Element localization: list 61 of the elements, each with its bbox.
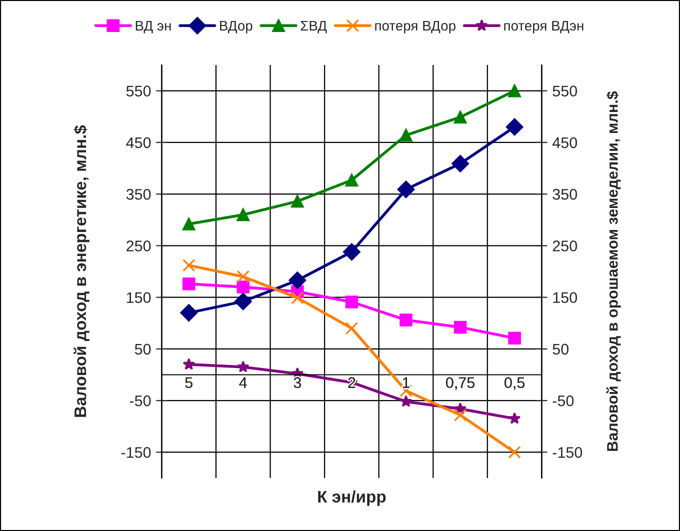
point [237, 360, 250, 372]
y-axis-title: Валовой доход в энергетике, млн.$ [74, 125, 90, 417]
y2-tick-label: 450 [552, 137, 578, 148]
point [508, 332, 521, 344]
y2-tick-label: 150 [553, 292, 578, 303]
y-tick-label: 450 [126, 137, 151, 148]
y-tick-label: 550 [126, 86, 151, 96]
point [182, 218, 196, 230]
point [508, 412, 521, 424]
point [182, 258, 196, 272]
point [182, 358, 195, 370]
point [345, 174, 358, 187]
y-tick-label: 50 [134, 344, 151, 355]
point [452, 154, 469, 172]
y2-tick-label: -50 [552, 395, 574, 406]
point [508, 84, 521, 98]
y2-tick-label: 550 [552, 86, 578, 96]
point [400, 395, 412, 407]
x-tick-label: 4 [239, 377, 247, 388]
point [236, 208, 250, 222]
point [506, 118, 524, 136]
point [454, 110, 467, 124]
point [400, 314, 412, 326]
x-tick-label: 0,75 [446, 377, 474, 390]
point [234, 292, 252, 310]
point [288, 272, 306, 289]
point [508, 446, 521, 459]
y-tick-label: -50 [130, 395, 151, 406]
point [291, 194, 304, 208]
point [180, 304, 198, 322]
legend-label: потеря ВДэн [504, 20, 584, 34]
point [400, 128, 412, 142]
point [291, 291, 304, 304]
legend-label: ВД эн [136, 20, 171, 34]
y-tick-label: 350 [126, 188, 151, 200]
point [454, 408, 467, 422]
x-tick-label: 1 [402, 377, 410, 388]
y2-tick-label: 250 [552, 240, 578, 252]
x-tick-label: 2 [348, 377, 356, 388]
y-tick-label: -150 [121, 447, 151, 458]
point [397, 180, 415, 198]
point [182, 278, 196, 290]
y2-tick-label: -150 [552, 447, 582, 458]
point [345, 322, 358, 335]
point [454, 320, 467, 334]
x-tick-label: 5 [185, 377, 192, 388]
legend-label: ΣВД [300, 20, 327, 34]
x-tick-label: 3 [294, 377, 301, 388]
x-tick-label: 0,5 [504, 377, 525, 390]
point [343, 243, 360, 261]
legend-label: потеря ВДор [375, 20, 456, 34]
y2-tick-label: 350 [552, 188, 578, 200]
y2-axis-title: Валовой доход в орошаемом земеделии, млн.$ [606, 91, 621, 451]
y-tick-label: 150 [126, 292, 151, 303]
point [345, 296, 358, 308]
legend-label: ВДор [220, 20, 252, 34]
y2-tick-label: 50 [552, 344, 569, 355]
point [236, 280, 250, 294]
y-tick-label: 250 [126, 240, 151, 252]
point [236, 270, 250, 284]
x-axis-title: К эн/ирр [318, 490, 386, 506]
